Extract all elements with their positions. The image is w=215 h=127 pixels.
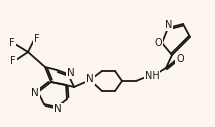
Text: N: N <box>165 20 173 30</box>
Text: N: N <box>54 104 62 114</box>
Text: NH: NH <box>145 71 159 81</box>
Text: F: F <box>9 38 15 48</box>
Text: N: N <box>31 88 39 98</box>
Text: O: O <box>154 38 162 48</box>
Text: F: F <box>34 34 40 44</box>
Text: O: O <box>176 54 184 64</box>
Text: F: F <box>10 56 16 66</box>
Text: N: N <box>86 74 94 84</box>
Text: N: N <box>67 68 75 78</box>
